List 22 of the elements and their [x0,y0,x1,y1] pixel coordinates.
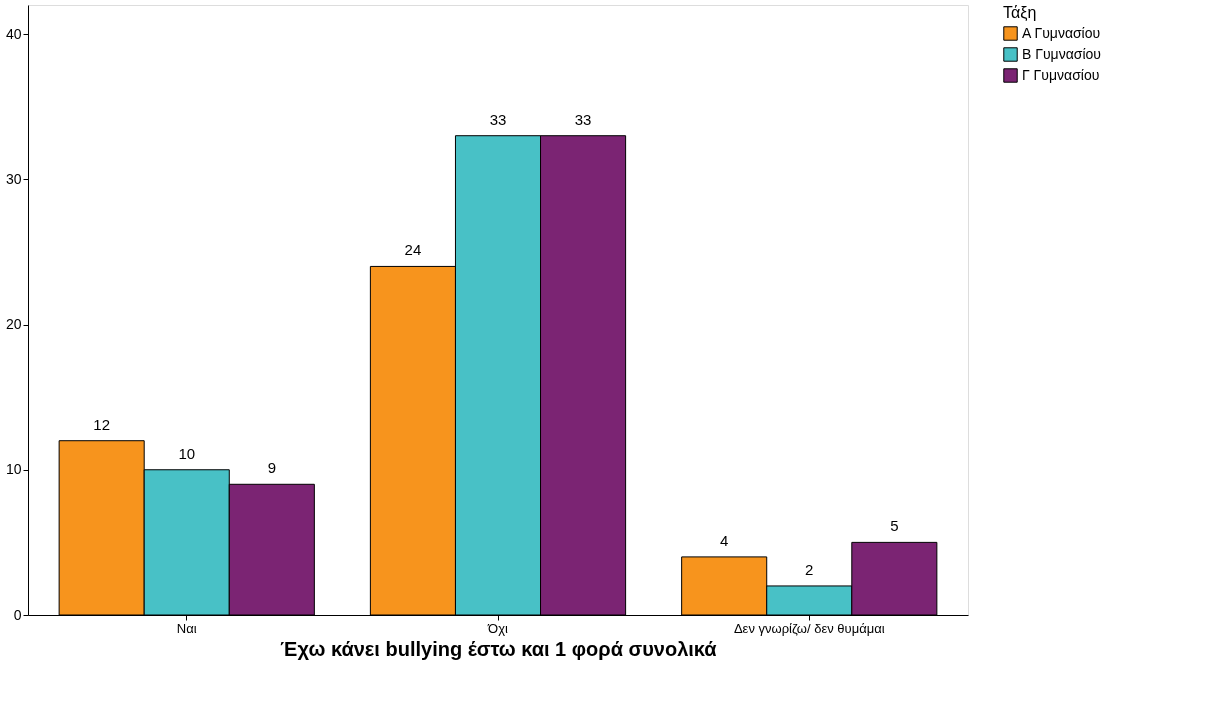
x-tick-label: Ναι [176,620,197,636]
legend-label: Γ Γυμνασίου [1022,66,1100,83]
x-tick-label: Όχι [487,620,508,636]
y-tick-label: 0 [13,606,22,623]
data-label: 10 [178,444,196,462]
data-label: 2 [805,560,814,578]
data-label: 33 [489,110,507,128]
legend-title: Τάξη [1003,4,1037,22]
data-label: 24 [404,241,422,259]
data-label: 4 [720,531,729,549]
legend-label: Β Γυμνασίου [1022,45,1101,62]
y-tick-label: 20 [5,316,22,333]
y-tick-label: 30 [5,170,22,187]
data-label: 33 [574,110,592,128]
x-axis-title: Έχω κάνει bullying έστω και 1 φορά συνολικά [280,637,718,660]
y-tick-label: 40 [5,25,22,42]
x-tick-label: Δεν γνωρίζω/ δεν θυμάμαι [733,620,885,636]
data-label: 5 [890,517,899,535]
data-label: 12 [93,415,111,433]
legend-label: Α Γυμνασίου [1022,24,1101,41]
data-label: 9 [267,459,276,477]
y-tick-label: 10 [5,461,22,478]
